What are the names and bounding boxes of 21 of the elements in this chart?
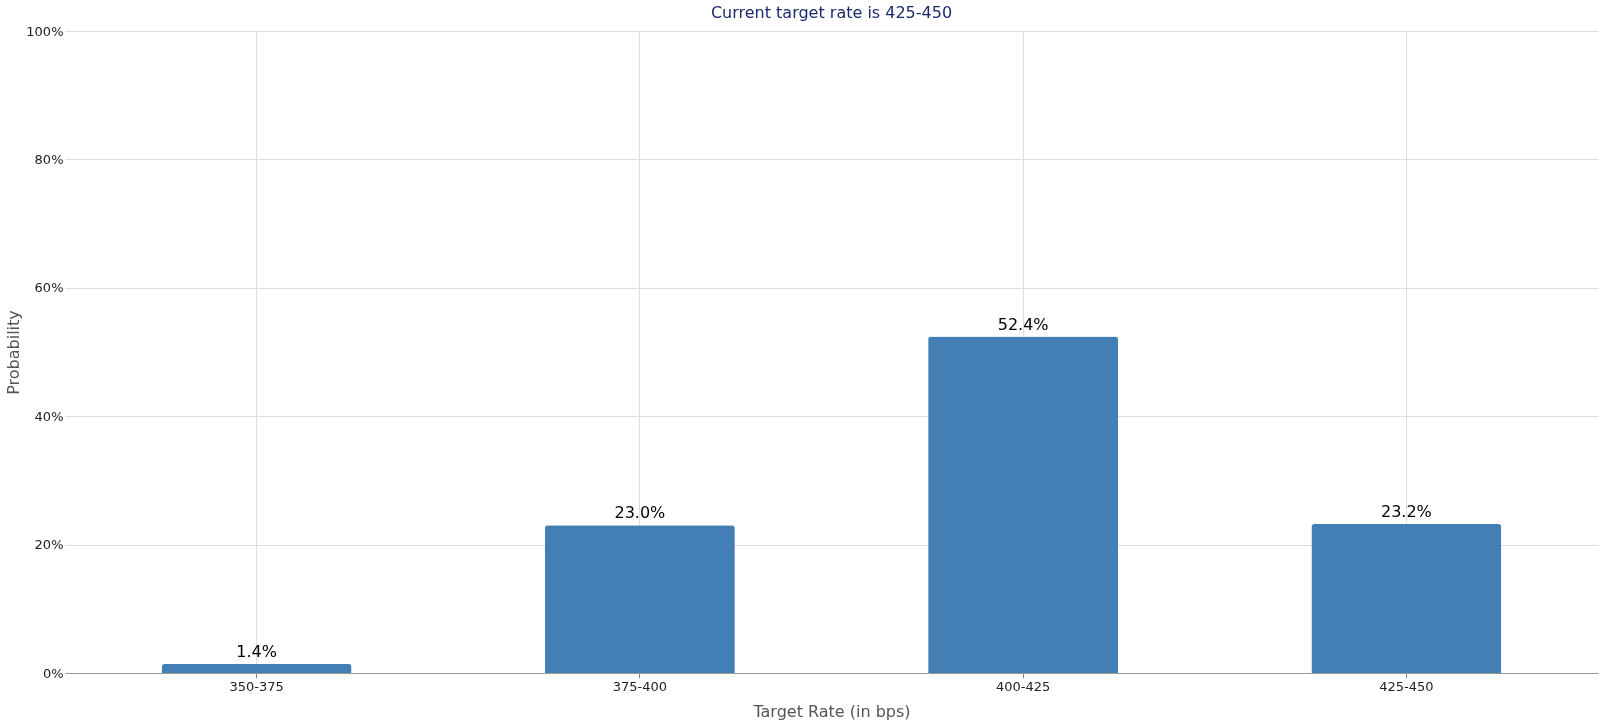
y-tick-label: 40% (34, 408, 64, 424)
y-tick-label: 0% (42, 665, 64, 681)
x-tick-label: 375-400 (612, 678, 668, 694)
data-label: 23.0% (614, 503, 666, 523)
data-label: 52.4% (997, 314, 1049, 334)
y-tick-label: 20% (34, 537, 64, 553)
bar (928, 336, 1119, 673)
x-tick-label: 350-375 (229, 678, 284, 694)
y-axis-title: Probability (4, 310, 24, 395)
chart-title: Current target rate is 425-450 (710, 3, 953, 22)
bar (544, 525, 735, 673)
data-label: 1.4% (236, 642, 277, 662)
bar (1311, 524, 1502, 673)
y-tick-label: 60% (34, 280, 64, 296)
bar (161, 664, 352, 673)
x-tick-label: 425-450 (1379, 678, 1434, 694)
y-tick-label: 100% (26, 23, 64, 39)
x-axis-title: Target Rate (in bps) (752, 701, 911, 721)
data-label: 23.2% (1380, 502, 1432, 522)
y-tick-label: 80% (34, 151, 64, 167)
x-tick-label: 400-425 (995, 678, 1051, 694)
